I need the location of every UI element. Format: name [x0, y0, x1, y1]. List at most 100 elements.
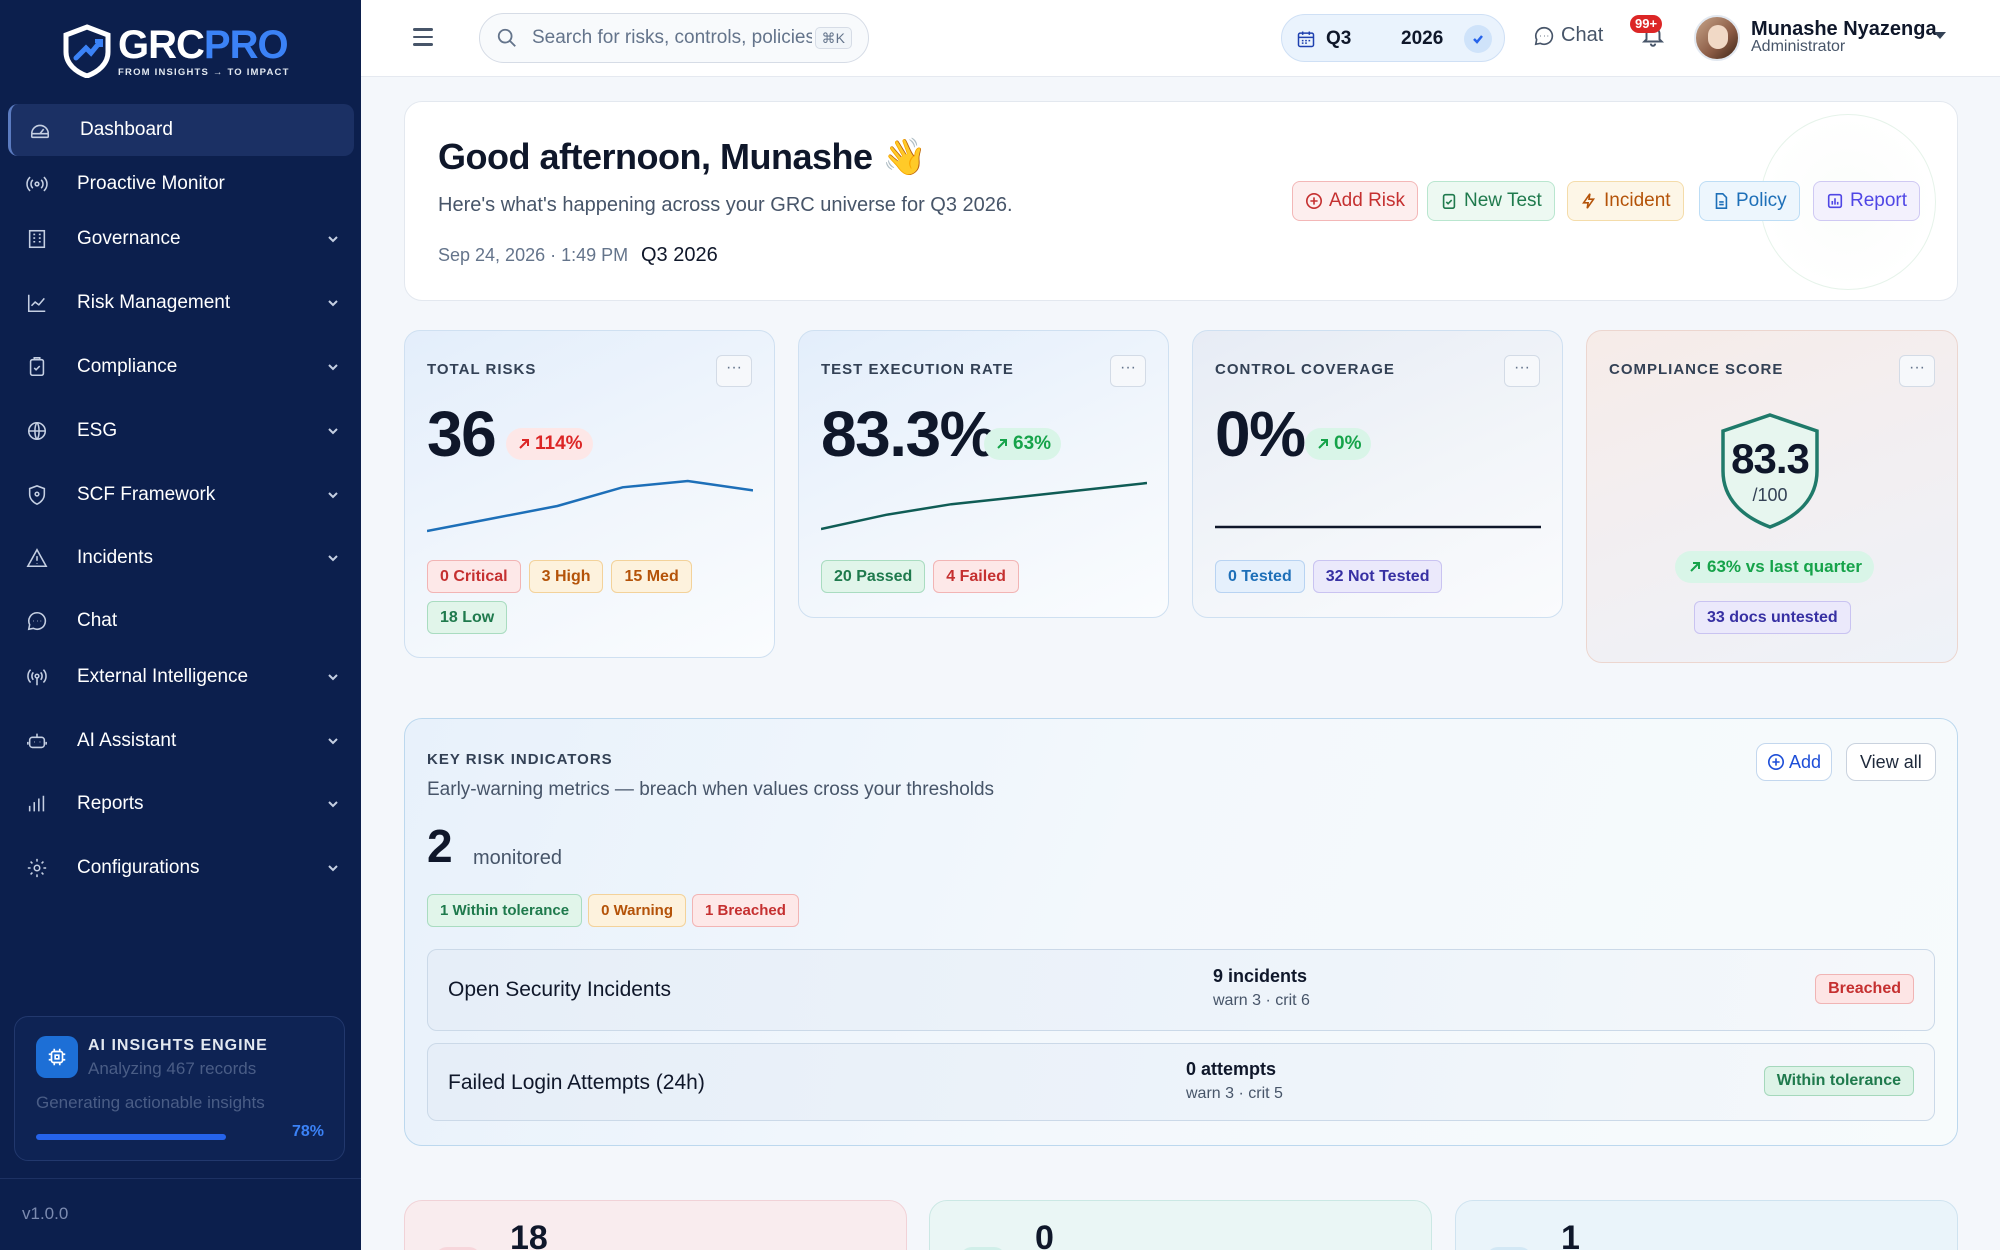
search-shortcut: ⌘K: [814, 27, 852, 49]
sparkline-line: [821, 481, 1147, 531]
chip-low[interactable]: 18 Low: [427, 601, 508, 634]
chevron-down-icon: [326, 861, 340, 875]
user-name[interactable]: Munashe Nyazenga: [1751, 18, 1937, 40]
trend-badge: 114%: [506, 428, 593, 460]
chip-critical[interactable]: 0 Critical: [427, 560, 521, 593]
kri-row[interactable]: Open Security Incidents 9 incidents warn…: [427, 949, 1935, 1031]
trend-badge: 0%: [1305, 428, 1372, 460]
kri-row-name: Failed Login Attempts (24h): [448, 1071, 705, 1094]
report-label: Report: [1850, 190, 1908, 211]
more-options-button[interactable]: ···: [1110, 355, 1146, 387]
top-header: ⌘K Q3 2026 Chat 99+ Munashe Nyazenga Adm…: [361, 0, 2000, 77]
test-result-chips: 20 Passed 4 Failed: [821, 560, 1151, 593]
kri-add-button[interactable]: Add: [1756, 743, 1833, 781]
app-logo[interactable]: GRCPRO FROM INSIGHTS → TO IMPACT: [60, 24, 290, 78]
sidebar-item-proactive-monitor[interactable]: Proactive Monitor: [8, 158, 354, 210]
sidebar-item-label: Incidents: [77, 547, 154, 568]
summary-card[interactable]: 1: [1455, 1200, 1958, 1250]
ai-insights-status: Generating actionable insights: [36, 1093, 265, 1112]
chip-tested[interactable]: 0 Tested: [1215, 560, 1305, 593]
summary-card[interactable]: 18: [404, 1200, 907, 1250]
trend-value: 63%: [1013, 433, 1052, 454]
policy-button[interactable]: Policy: [1699, 181, 1800, 221]
period-year[interactable]: 2026: [1401, 28, 1444, 49]
radio-waves-icon: [26, 666, 48, 688]
sidebar-item-chat[interactable]: Chat: [8, 595, 354, 647]
sparkline-chart: [1215, 525, 1541, 529]
sparkline-chart: [821, 481, 1147, 531]
report-chart-icon: [1827, 193, 1843, 209]
stat-card-compliance-score[interactable]: COMPLIANCE SCORE ··· 83.3 /100 63% vs la…: [1586, 330, 1958, 663]
search-input[interactable]: [532, 24, 812, 52]
more-options-button[interactable]: ···: [716, 355, 752, 387]
more-options-button[interactable]: ···: [1899, 355, 1935, 387]
sidebar-item-label: Compliance: [77, 356, 178, 377]
search-icon: [496, 27, 518, 54]
ai-insights-card[interactable]: AI INSIGHTS ENGINE Analyzing 467 records…: [14, 1016, 345, 1161]
kri-row[interactable]: Failed Login Attempts (24h) 0 attempts w…: [427, 1043, 1935, 1121]
stat-card-control-coverage[interactable]: CONTROL COVERAGE ··· 0% 0% 0 Tested 32 N…: [1192, 330, 1563, 618]
incident-button[interactable]: Incident: [1567, 181, 1684, 221]
compliance-score-denominator: /100: [1752, 485, 1788, 505]
add-risk-button[interactable]: Add Risk: [1292, 181, 1419, 221]
stat-label: CONTROL COVERAGE: [1215, 361, 1395, 378]
sidebar-item-external-intelligence[interactable]: External Intelligence: [8, 651, 354, 703]
header-chat-button[interactable]: Chat: [1533, 24, 1603, 47]
dashboard-icon: [29, 119, 51, 141]
sidebar-item-incidents[interactable]: Incidents: [8, 532, 354, 584]
chip-warning[interactable]: 0 Warning: [588, 894, 687, 927]
check-icon[interactable]: [1464, 25, 1492, 53]
sidebar-item-configurations[interactable]: Configurations: [8, 842, 354, 894]
report-button[interactable]: Report: [1813, 181, 1921, 221]
greeting-datetime: Sep 24, 2026 · 1:49 PM: [438, 245, 629, 265]
sidebar-divider: [0, 1178, 361, 1179]
kri-row-value: 0 attempts: [1186, 1059, 1277, 1079]
stat-card-test-execution[interactable]: TEST EXECUTION RATE ··· 83.3% 63% 20 Pas…: [798, 330, 1169, 618]
sidebar-item-risk-management[interactable]: Risk Management: [8, 277, 354, 329]
sidebar-item-esg[interactable]: ESG: [8, 405, 354, 457]
policy-label: Policy: [1736, 190, 1787, 211]
greeting-subtitle: Here's what's happening across your GRC …: [438, 194, 1013, 216]
caret-down-icon[interactable]: [1934, 32, 1946, 39]
kri-count-label: monitored: [473, 847, 562, 869]
compliance-shield: 83.3 /100: [1715, 411, 1825, 531]
chip-failed[interactable]: 4 Failed: [933, 560, 1019, 593]
chip-passed[interactable]: 20 Passed: [821, 560, 926, 593]
summary-card-icon: [435, 1247, 481, 1250]
sidebar-item-dashboard[interactable]: Dashboard: [8, 104, 354, 156]
chevron-down-icon: [326, 797, 340, 811]
sidebar-item-scf-framework[interactable]: SCF Framework: [8, 469, 354, 521]
chip-breached[interactable]: 1 Breached: [692, 894, 799, 927]
chip-not-tested[interactable]: 32 Not Tested: [1312, 560, 1443, 593]
chat-bubble-icon: [26, 610, 48, 632]
docs-untested-chip[interactable]: 33 docs untested: [1694, 601, 1851, 634]
kri-row-thresholds: warn 3 · crit 6: [1213, 992, 1310, 1009]
sidebar-item-governance[interactable]: Governance: [8, 213, 354, 265]
global-search[interactable]: ⌘K: [479, 13, 869, 63]
menu-toggle-icon[interactable]: [413, 28, 433, 46]
sidebar-item-label: Configurations: [77, 857, 200, 878]
document-icon: [1715, 192, 1728, 210]
chip-medium[interactable]: 15 Med: [611, 560, 692, 593]
chip-within-tolerance[interactable]: 1 Within tolerance: [427, 894, 583, 927]
new-test-button[interactable]: New Test: [1427, 181, 1555, 221]
logo-grc-text: GRC: [118, 22, 205, 67]
sidebar-item-reports[interactable]: Reports: [8, 778, 354, 830]
add-risk-label: Add Risk: [1329, 190, 1406, 211]
gear-icon: [26, 857, 48, 879]
building-icon: [26, 228, 48, 250]
period-quarter[interactable]: Q3: [1326, 28, 1352, 49]
sidebar-item-compliance[interactable]: Compliance: [8, 341, 354, 393]
more-options-button[interactable]: ···: [1504, 355, 1540, 387]
kri-view-all-button[interactable]: View all: [1846, 743, 1936, 781]
chip-high[interactable]: 3 High: [528, 560, 604, 593]
app-version: v1.0.0: [22, 1204, 69, 1223]
period-selector[interactable]: Q3 2026: [1281, 14, 1505, 62]
sidebar-item-label: Dashboard: [80, 119, 173, 140]
avatar[interactable]: [1694, 15, 1740, 61]
chevron-down-icon: [326, 551, 340, 565]
sidebar-item-ai-assistant[interactable]: AI Assistant: [8, 715, 354, 767]
stat-label: COMPLIANCE SCORE: [1609, 361, 1784, 378]
stat-card-total-risks[interactable]: TOTAL RISKS ··· 36 114% 0 Critical 3 Hig…: [404, 330, 775, 658]
summary-card[interactable]: 0: [929, 1200, 1432, 1250]
